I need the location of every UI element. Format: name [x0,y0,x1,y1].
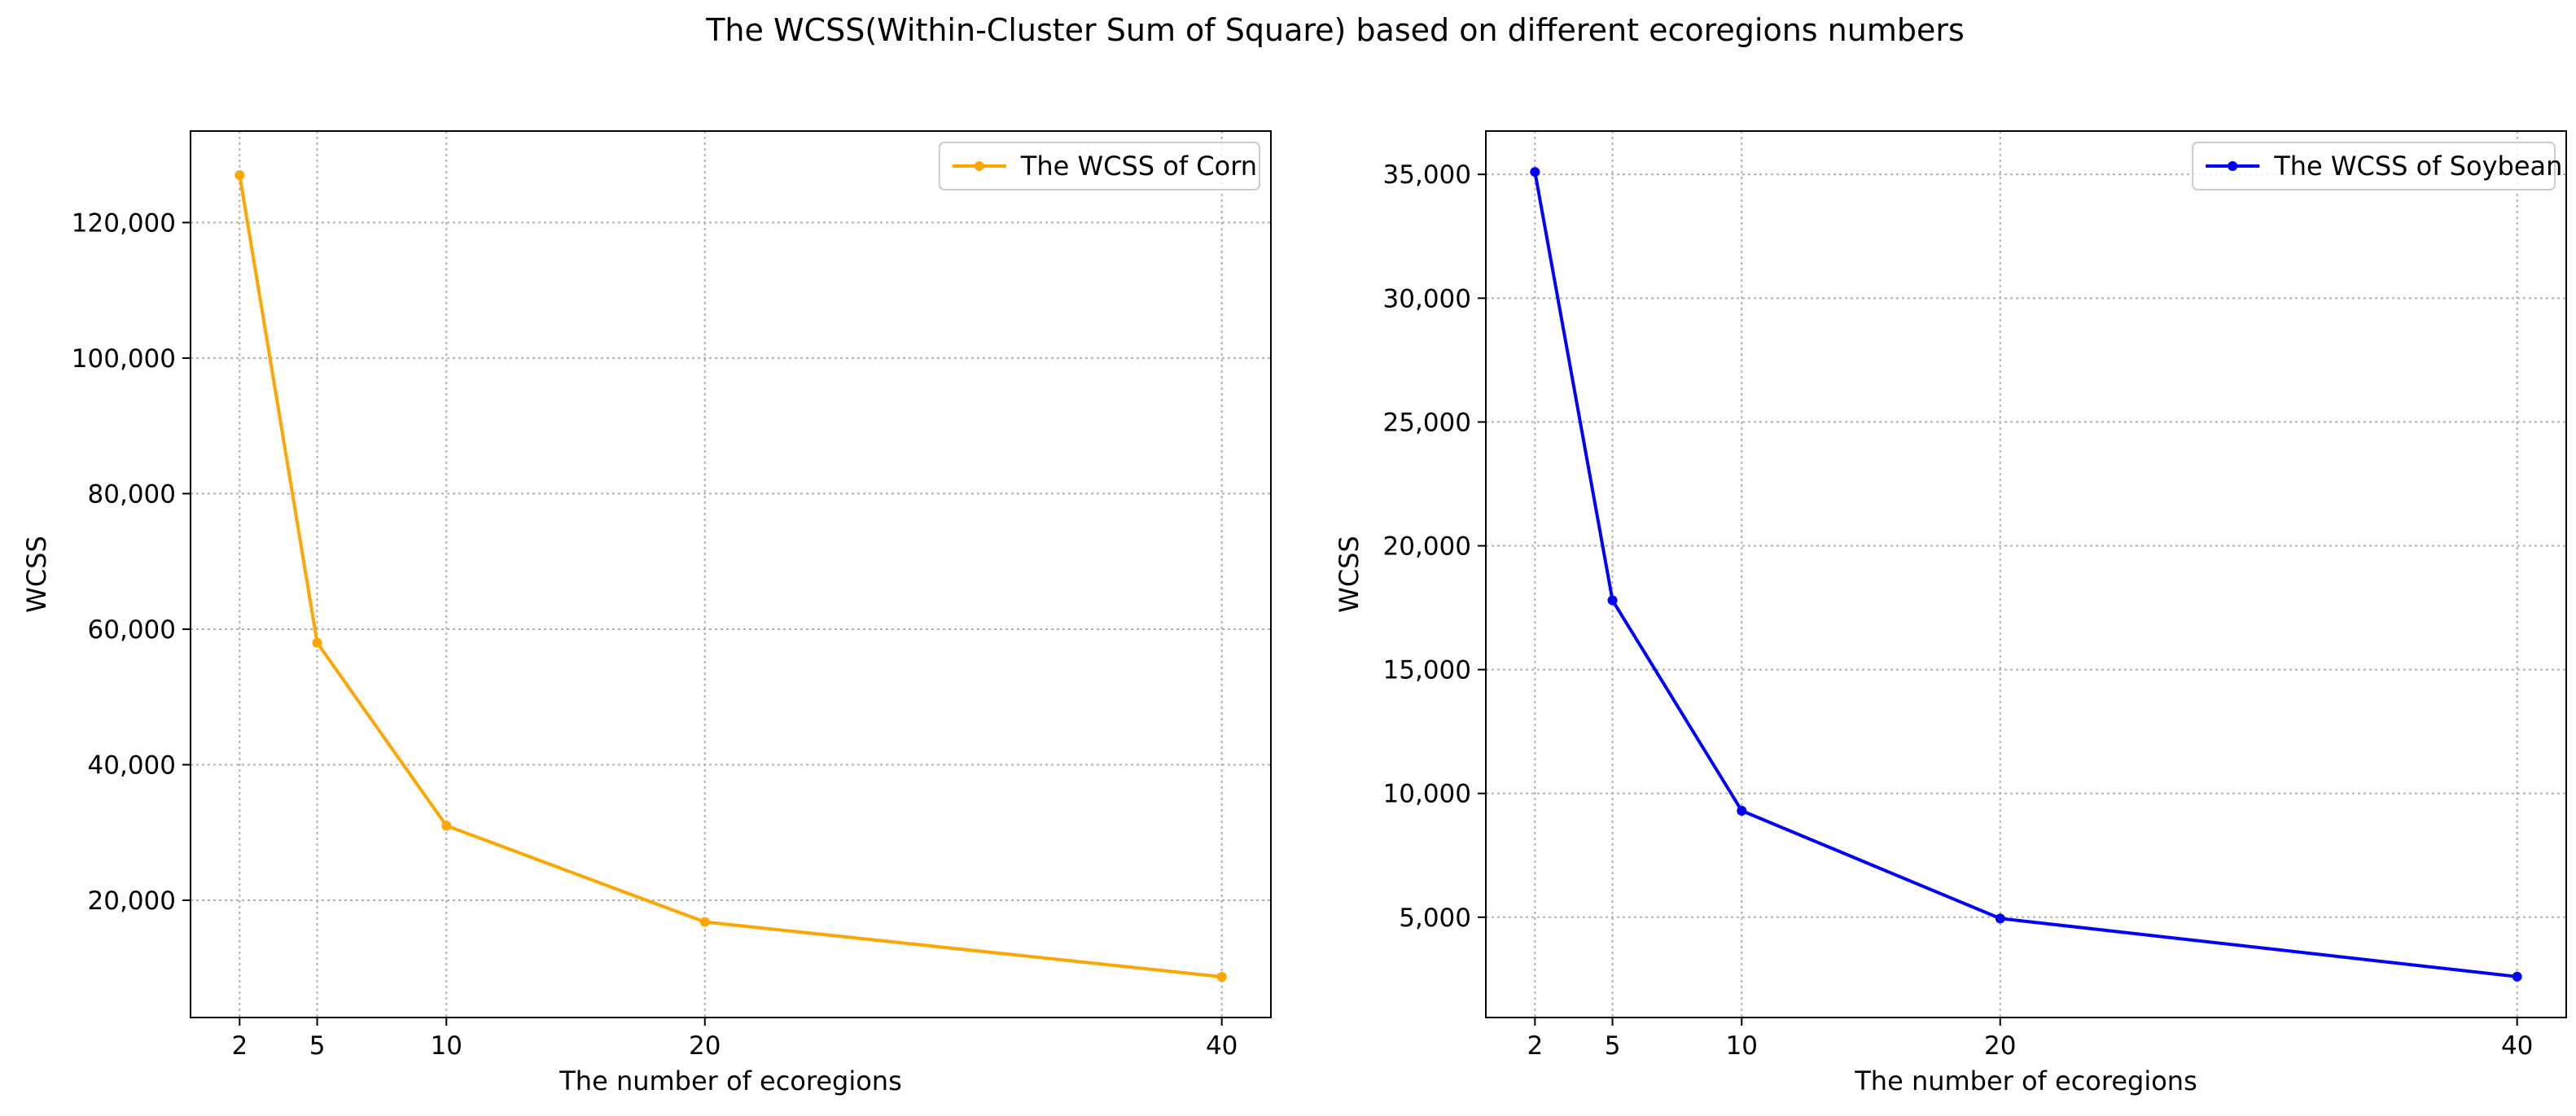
y-tick-label: 15,000 [1383,656,1471,685]
y-tick-label: 120,000 [72,208,176,238]
x-tick-label: 40 [2501,1031,2533,1061]
legend-box [938,142,1261,190]
legend: The WCSS of Corn [938,142,1261,190]
y-tick-label: 20,000 [1383,532,1471,562]
x-axis-label: The number of ecoregions [559,1066,902,1096]
corn-data-point [1216,972,1227,983]
soybean-data-point [1530,167,1540,177]
y-axis-label: WCSS [1334,536,1365,613]
y-tick-label: 5,000 [1399,904,1471,933]
legend: The WCSS of Soybean [2192,142,2562,190]
legend-marker-swatch [974,161,984,171]
corn-wcss-chart: 2 5 10 20 40 20,000 40,000 60,000 80,000 100,000 1… [21,130,1272,1096]
soybean-data-point [1737,806,1747,816]
x-axis-label: The number of ecoregions [1854,1066,2197,1096]
y-tick-label: 80,000 [88,479,176,509]
x-tick-label: 20 [1984,1031,2016,1061]
y-tick-label: 20,000 [88,886,176,916]
x-tick-label: 20 [689,1031,721,1061]
legend-marker-swatch [2228,161,2238,171]
plot-frame [1485,130,2567,1018]
corn-data-point [234,170,245,181]
soybean-data-point [2512,971,2522,982]
x-tick-label: 10 [431,1031,462,1061]
soybean-wcss-chart: 2 5 10 20 40 5,000 10,000 15,000 20,000 25,000 30,… [1334,130,2567,1096]
x-tick-label: 2 [1527,1031,1543,1061]
y-tick-label: 40,000 [88,751,176,780]
y-tick-label: 35,000 [1383,160,1471,190]
soybean-series-line [1533,171,2517,978]
x-tick-label: 10 [1726,1031,1758,1061]
corn-series-line [238,174,1222,979]
legend-label: The WCSS of Soybean [2273,151,2562,182]
y-tick-label: 10,000 [1383,780,1471,809]
plot-frame [190,130,1272,1018]
soybean-data-point [1607,595,1618,606]
x-tick-label: 5 [309,1031,326,1061]
corn-data-point [441,821,452,831]
y-tick-label: 100,000 [72,344,176,374]
y-tick-label: 25,000 [1383,408,1471,437]
x-tick-label: 40 [1206,1031,1238,1061]
corn-data-point [312,637,322,648]
y-tick-label: 60,000 [88,615,176,645]
x-tick-label: 2 [231,1031,248,1061]
y-axis-label: WCSS [21,536,52,613]
x-tick-label: 5 [1605,1031,1621,1061]
corn-data-point [699,917,710,927]
legend-label: The WCSS of Corn [1020,151,1257,182]
figure-suptitle: The WCSS(Within-Cluster Sum of Square) b… [705,12,1965,48]
soybean-data-point [1995,913,2005,924]
legend-box [2192,142,2556,190]
y-tick-label: 30,000 [1383,284,1471,313]
